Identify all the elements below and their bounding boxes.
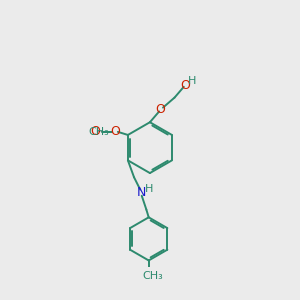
Text: N: N — [137, 186, 146, 199]
Text: O: O — [156, 103, 166, 116]
Text: H: H — [145, 184, 153, 194]
Text: methoxy: methoxy — [97, 130, 103, 132]
Text: H: H — [188, 76, 196, 86]
Text: O: O — [180, 79, 190, 92]
Text: O: O — [91, 125, 100, 138]
Text: CH₃: CH₃ — [88, 127, 109, 137]
Text: O: O — [111, 125, 121, 138]
Text: CH₃: CH₃ — [142, 271, 163, 281]
